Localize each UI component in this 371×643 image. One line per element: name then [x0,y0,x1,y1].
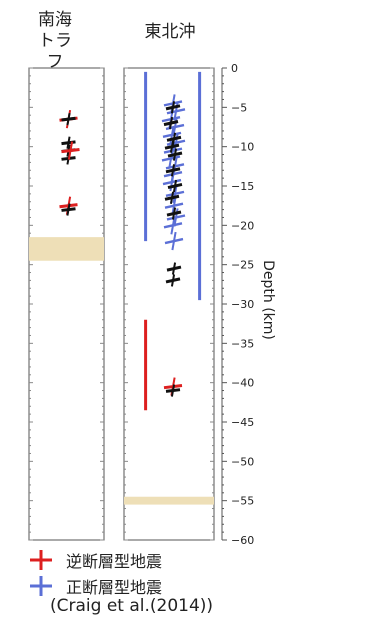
event-dip-line [66,112,71,126]
event-dip-line [170,164,176,177]
event-dip-line [170,216,176,235]
panel2-event-normal-17 [163,116,179,130]
event-dip-line [169,140,175,153]
y-tick-label: −5 [231,101,247,114]
panel2-event-normal-21 [165,164,181,177]
event-dip-line [171,207,177,220]
event-dip-line [171,231,177,251]
y-axis-label: Depth (km) [260,260,276,340]
panel2-event-normal-11 [165,184,185,204]
event-dip-line [171,262,177,275]
panel1-event-reverse-2 [61,136,76,149]
panel1-event-reverse-1 [61,112,76,126]
panel1-frame [28,67,105,541]
panel2-event-normal-12 [164,196,184,215]
y-tick-label: −15 [231,180,254,193]
y-tick-label: −30 [231,298,254,311]
event-dip-line [66,203,71,216]
panel1-title-line2: トラフ [38,31,72,72]
citation: (Craig et al.(2014)) [50,596,214,616]
event-dip-line [66,136,71,149]
event-dip-line [168,116,174,130]
panel2-event-normal-15 [164,231,184,251]
panel2-event-normal-14 [163,216,183,235]
panel2-title: 東北沖 [144,22,196,42]
reverse-fault-symbol-icon [30,550,52,570]
y-tick-label: 0 [231,62,238,75]
panel2-event-reverse-28 [165,384,181,397]
panel2-event-normal-19 [164,140,180,153]
y-tick-label: −20 [231,219,254,232]
event-dip-line [169,191,175,204]
y-tick-label: −40 [231,377,254,390]
panel1-title-line1: 南海 [38,10,72,30]
panel2-event-normal-16 [165,101,181,114]
event-dip-line [171,196,177,215]
event-dip-line [172,179,178,193]
panel1-event-reverse-5 [61,141,80,160]
panel2-band-0 [124,496,214,505]
panel2-event-normal-24 [166,207,182,220]
panel2-event-normal-22 [167,179,183,193]
y-tick-label: −10 [231,141,254,154]
event-dip-line [67,141,74,160]
y-tick-label: −45 [231,416,254,429]
event-dip-line [170,101,176,114]
panel2-event-normal-25 [166,262,182,275]
event-dip-line [172,148,178,161]
legend-label-reverse: 逆断層型地震 [66,552,163,571]
y-tick-label: −35 [231,337,254,350]
y-tick-label: −55 [231,495,254,508]
legend-label-normal: 正断層型地震 [66,578,163,597]
legend-item-reverse: 逆断層型地震 [28,548,162,572]
y-tick-label: −60 [231,534,254,547]
normal-fault-symbol-icon [30,576,52,596]
panel2-event-normal-20 [167,148,183,161]
panel1-event-reverse-7 [61,203,76,216]
event-dip-line [170,384,176,397]
event-dip-line [168,149,174,168]
event-dip-line [172,184,178,204]
panel1-band-0 [29,237,104,261]
legend-item-normal: 正断層型地震 [28,574,162,598]
panel2-event-normal-26 [165,274,181,287]
panel2-event-normal-23 [164,191,180,204]
y-tick-label: −50 [231,455,254,468]
panel2-event-normal-7 [161,149,181,168]
y-tick-label: −25 [231,259,254,272]
event-dip-line [170,274,176,287]
